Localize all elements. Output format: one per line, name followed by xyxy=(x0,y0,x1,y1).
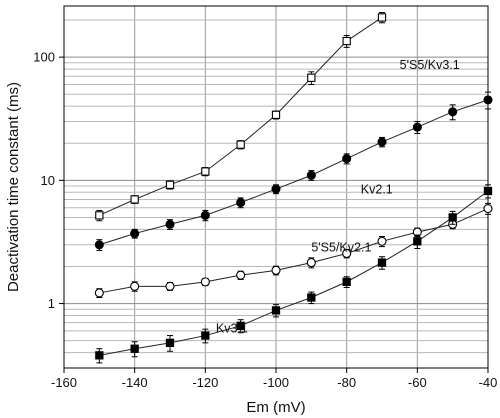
data-point xyxy=(483,95,493,105)
series-layer: 5'S5/Kv3.1 Kv2.1 5'S5/Kv2.1 Kv3.1 xyxy=(94,12,493,364)
data-point xyxy=(377,236,387,246)
data-point xyxy=(95,211,104,220)
data-point xyxy=(130,195,139,204)
data-point xyxy=(236,321,245,330)
data-point xyxy=(201,167,210,176)
y-tick-label: 100 xyxy=(33,50,55,65)
data-point xyxy=(377,13,387,22)
data-point xyxy=(306,258,316,268)
series-line xyxy=(99,208,489,294)
series-line xyxy=(99,190,489,356)
data-point xyxy=(165,281,175,291)
series-3: 5'S5/Kv2.1 xyxy=(94,202,493,299)
data-point xyxy=(94,288,104,298)
series-label: Kv2.1 xyxy=(361,183,393,197)
data-point xyxy=(130,281,140,291)
y-tick-label: 1 xyxy=(48,296,55,311)
data-point xyxy=(377,137,387,147)
data-point xyxy=(342,154,352,164)
data-point xyxy=(483,186,493,196)
data-point xyxy=(307,73,316,82)
x-tick-label: -40 xyxy=(479,375,498,390)
series-2: Kv2.1 xyxy=(94,91,493,251)
y-axis-title: Deactivation time constant (ms) xyxy=(5,82,22,292)
data-point xyxy=(377,258,387,267)
data-point xyxy=(130,344,139,353)
data-point xyxy=(165,219,175,229)
data-point xyxy=(200,277,210,287)
axis-ticks: -160 -140 -120 -100 -80 -60 -40 1 10 100 xyxy=(33,50,497,390)
x-tick-label: -80 xyxy=(337,375,356,390)
x-tick-label: -60 xyxy=(408,375,427,390)
x-axis-title: Em (mV) xyxy=(246,399,305,416)
data-point xyxy=(342,248,352,259)
data-point xyxy=(448,213,457,222)
data-point xyxy=(200,210,210,220)
data-point xyxy=(271,306,281,315)
data-point xyxy=(94,240,104,250)
data-point xyxy=(236,198,246,208)
x-tick-label: -120 xyxy=(192,375,218,390)
data-point xyxy=(342,277,351,287)
data-point xyxy=(236,140,245,149)
data-point xyxy=(95,351,104,360)
series-line xyxy=(99,99,489,246)
data-point xyxy=(271,110,281,120)
data-point xyxy=(342,36,351,46)
data-point xyxy=(307,293,316,302)
data-point xyxy=(413,237,422,246)
x-tick-label: -100 xyxy=(263,375,289,390)
data-point xyxy=(306,170,316,180)
data-point xyxy=(236,270,246,280)
series-4: Kv3.1 xyxy=(95,184,493,364)
y-tick-label: 10 xyxy=(41,173,55,188)
data-point xyxy=(412,122,422,132)
data-point xyxy=(448,107,458,117)
data-point xyxy=(201,331,210,340)
data-point xyxy=(483,204,493,214)
series-label: 5'S5/Kv3.1 xyxy=(400,58,460,72)
data-point xyxy=(130,229,140,239)
x-tick-label: -140 xyxy=(122,375,148,390)
series-1: 5'S5/Kv3.1 xyxy=(95,12,460,222)
data-point xyxy=(271,265,281,275)
data-point xyxy=(165,180,175,189)
x-tick-label: -160 xyxy=(51,375,77,390)
data-point xyxy=(271,184,281,194)
data-point xyxy=(165,338,175,347)
series-label: 5'S5/Kv2.1 xyxy=(311,240,371,254)
series-label: Kv3.1 xyxy=(216,322,248,336)
